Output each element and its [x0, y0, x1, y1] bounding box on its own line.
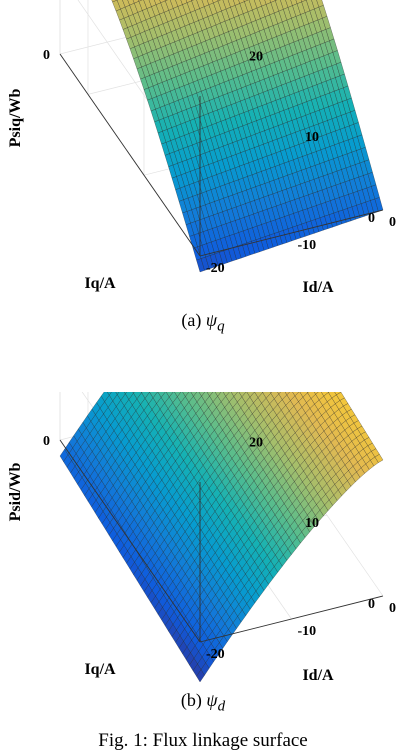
y-tick-label: 20	[249, 49, 263, 64]
y-tick-label: 0	[368, 211, 375, 226]
y-tick-label: 10	[305, 516, 319, 531]
x-tick-label: -20	[206, 261, 225, 276]
subcaption-a-label: (a)	[181, 310, 201, 330]
subcaption-b-label: (b)	[181, 690, 202, 710]
x-tick-label: 0	[389, 215, 396, 230]
y-axis-title: Iq/A	[84, 661, 116, 678]
figure-caption: Fig. 1: Flux linkage surface	[0, 730, 406, 752]
x-tick-label: -10	[298, 238, 317, 253]
y-axis-title: Iq/A	[84, 275, 116, 292]
subcaption-b-subscript: d	[218, 699, 226, 715]
x-tick-label: -20	[206, 647, 225, 662]
surface-mesh	[60, 0, 383, 272]
subcaption-b-symbol: ψ	[206, 690, 217, 710]
y-tick-label: 20	[249, 435, 263, 450]
z-tick-label: 0	[43, 48, 50, 63]
y-tick-label: 10	[305, 130, 319, 145]
x-tick-label: 0	[389, 601, 396, 616]
subcaption-a-subscript: q	[217, 319, 225, 335]
subcaption-a: (a) ψq	[0, 310, 406, 336]
z-axis-title: Psid/Wb	[7, 463, 24, 522]
x-axis-title: Id/A	[302, 667, 334, 684]
subcaption-b: (b) ψd	[0, 690, 406, 716]
x-tick-label: -10	[298, 624, 317, 639]
surface-mesh	[60, 392, 383, 682]
subcaption-a-symbol: ψ	[206, 310, 217, 330]
z-axis-title: Psiq/Wb	[7, 89, 24, 148]
x-axis-title: Id/A	[302, 279, 334, 296]
z-tick-label: 0	[43, 434, 50, 449]
y-tick-label: 0	[368, 597, 375, 612]
